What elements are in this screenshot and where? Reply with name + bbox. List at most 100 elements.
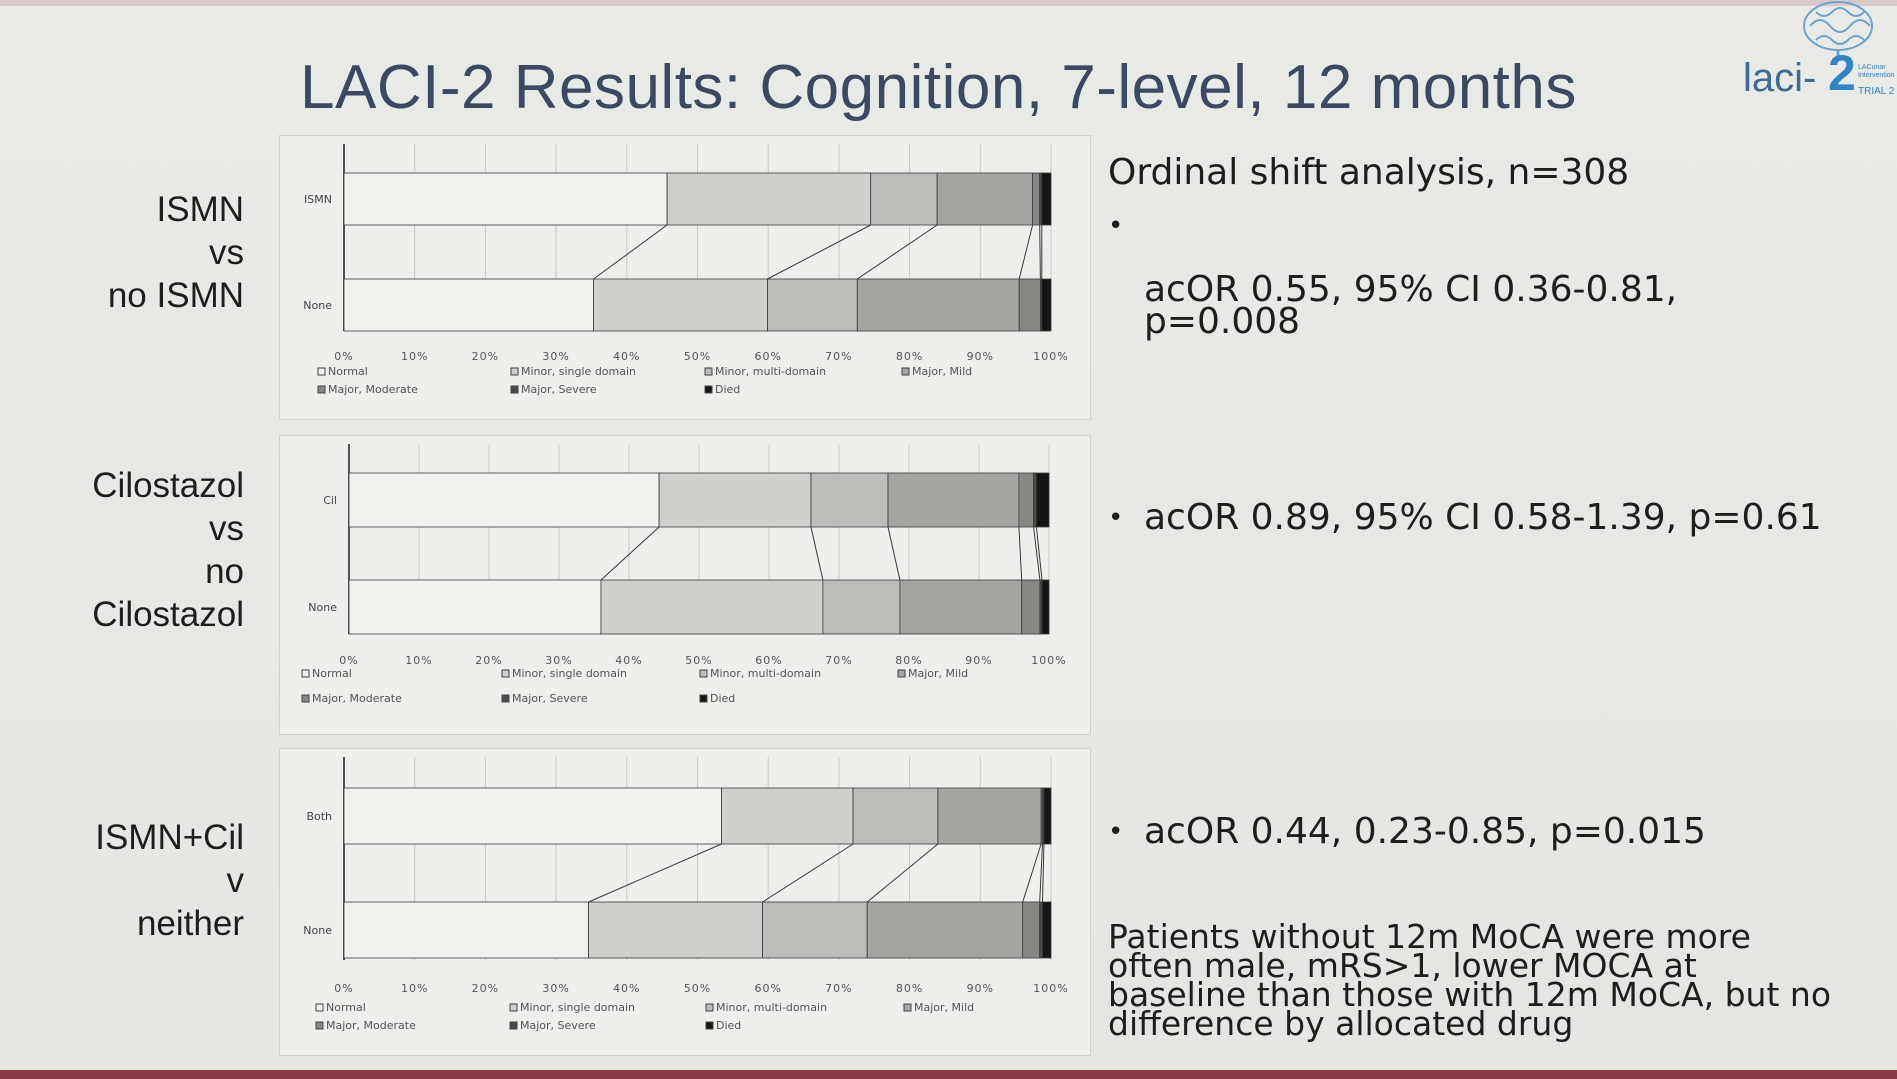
x-tick-label: 50% — [684, 350, 711, 363]
bar-segment-ismn-major-moderate — [1032, 172, 1041, 226]
x-tick-label: 90% — [967, 350, 994, 363]
legend-swatch — [301, 669, 310, 678]
brain-icon — [1803, 1, 1873, 60]
series-connector-line — [767, 224, 871, 280]
x-tick-label: 10% — [405, 654, 432, 667]
series-connector-line — [600, 526, 660, 581]
bullet-combined: • acOR 0.44, 0.23-0.85, p=0.015 — [1108, 814, 1706, 850]
legend-label: Normal — [328, 365, 368, 378]
logo-subtitle: LACunar Intervention — [1858, 64, 1895, 79]
legend-label: Major, Moderate — [328, 383, 418, 396]
legend-label: Normal — [312, 667, 352, 680]
bar-segment-none-major-moderate — [1021, 579, 1041, 635]
bar-segment-cil-major-severe — [1033, 472, 1037, 528]
bullet-dot: • — [1108, 503, 1124, 533]
legend-swatch — [315, 1021, 324, 1030]
legend-label: Major, Severe — [520, 1019, 596, 1032]
bar-segment-cil-died — [1036, 472, 1050, 528]
bar-segment-ismn-minor-multi-domain — [870, 172, 938, 226]
x-tick-label: 30% — [542, 350, 569, 363]
category-label: None — [308, 601, 337, 614]
x-tick-label: 40% — [615, 654, 642, 667]
chart-panel-ismn: ISMN None 0% 10% 20% 30% 40% 50% 60% 70% 80% 90% 100… — [279, 135, 1091, 420]
bar-segment-none-normal — [348, 579, 602, 635]
legend-swatch — [301, 694, 310, 703]
series-connector-line — [762, 843, 854, 903]
x-tick-label: 40% — [613, 982, 640, 995]
bar-segment-none-major-mild — [856, 278, 1020, 332]
legend-label: Died — [710, 692, 735, 705]
row-label-combined: ISMN+Cil v neither — [95, 818, 244, 943]
legend-swatch — [699, 669, 708, 678]
chart-panel-cilostazol: Cil None 0% 10% 20% 30% 40% 50% 60% 70% 80% 90% 100%… — [279, 435, 1091, 735]
bar-segment-none-minor-single-domain — [593, 278, 768, 332]
bar-segment-ismn-minor-single-domain — [666, 172, 872, 226]
logo-trial: TRIAL 2 — [1858, 86, 1895, 97]
x-tick-label: 60% — [754, 350, 781, 363]
legend-label: Minor, multi-domain — [715, 365, 826, 378]
legend-label: Died — [716, 1019, 741, 1032]
bar-segment-none-major-moderate — [1018, 278, 1041, 332]
legend-label: Minor, multi-domain — [710, 667, 821, 680]
x-tick-label: 0% — [334, 350, 353, 363]
bottom-border — [0, 1070, 1897, 1079]
legend-label: Major, Severe — [521, 383, 597, 396]
bar-segment-both-died — [1043, 787, 1052, 845]
legend-swatch — [501, 694, 510, 703]
bar-segment-ismn-major-mild — [936, 172, 1034, 226]
bar-segment-none-normal — [343, 278, 594, 332]
legend-swatch — [699, 694, 708, 703]
bullet-dot: • — [1108, 817, 1124, 847]
bar-segment-none-died — [1041, 278, 1052, 332]
bar-segment-none-minor-multi-domain — [762, 901, 868, 959]
missing-data-note: Patients without 12m MoCA were more ofte… — [1108, 917, 1832, 1043]
legend-swatch — [704, 385, 713, 394]
series-connector-line — [1022, 843, 1042, 903]
series-connector-line — [1018, 224, 1034, 280]
bar-segment-none-major-severe — [1039, 901, 1043, 959]
bar-segment-cil-minor-multi-domain — [810, 472, 889, 528]
legend-swatch — [510, 367, 519, 376]
category-label: ISMN — [304, 193, 332, 206]
x-tick-label: 20% — [472, 982, 499, 995]
bullet-text-combined: acOR 0.44, 0.23-0.85, p=0.015 — [1144, 811, 1706, 852]
legend-label: Normal — [326, 1001, 366, 1014]
x-tick-label: 90% — [967, 982, 994, 995]
logo-number: 2 — [1828, 45, 1856, 101]
x-tick-label: 70% — [825, 654, 852, 667]
x-tick-label: 0% — [339, 654, 358, 667]
legend-swatch — [317, 367, 326, 376]
bullet-text-ismn: acOR 0.55, 95% CI 0.36-0.81, p=0.008 — [1144, 269, 1678, 342]
x-tick-label: 60% — [754, 982, 781, 995]
bar-segment-none-minor-single-domain — [588, 901, 763, 959]
bar-segment-none-minor-multi-domain — [767, 278, 858, 332]
slide-title: LACI-2 Results: Cognition, 7-level, 12 m… — [300, 53, 1577, 122]
legend-swatch — [704, 367, 713, 376]
x-tick-label: 90% — [965, 654, 992, 667]
x-tick-label: 70% — [825, 350, 852, 363]
legend-label: Minor, single domain — [520, 1001, 635, 1014]
series-connector-line — [1039, 843, 1044, 903]
bar-segment-ismn-died — [1041, 172, 1052, 226]
x-tick-label: 10% — [401, 350, 428, 363]
legend-label: Major, Mild — [908, 667, 968, 680]
bullet-dot: • — [1108, 211, 1124, 241]
row-label-cilostazol: Cilostazol vs no Cilostazol — [92, 466, 244, 634]
laci2-logo: laci- 2 LACunar Intervention TRIAL 2 — [1740, 0, 1897, 101]
series-connector-line — [1042, 843, 1045, 903]
bar-segment-none-major-mild — [899, 579, 1023, 635]
bar-segment-none-major-mild — [866, 901, 1024, 959]
bar-segment-none-died — [1042, 901, 1052, 959]
series-connector-line — [810, 526, 824, 581]
series-connector-line — [1035, 526, 1043, 581]
legend-swatch — [509, 1003, 518, 1012]
x-tick-label: 70% — [825, 982, 852, 995]
legend-swatch — [705, 1003, 714, 1012]
legend-label: Major, Moderate — [312, 692, 402, 705]
category-label: Both — [306, 810, 332, 823]
bar-segment-cil-normal — [348, 472, 660, 528]
series-connector-line — [1033, 526, 1041, 581]
series-connector-line — [588, 843, 722, 903]
bar-segment-ismn-normal — [343, 172, 668, 226]
legend-swatch — [315, 1003, 324, 1012]
